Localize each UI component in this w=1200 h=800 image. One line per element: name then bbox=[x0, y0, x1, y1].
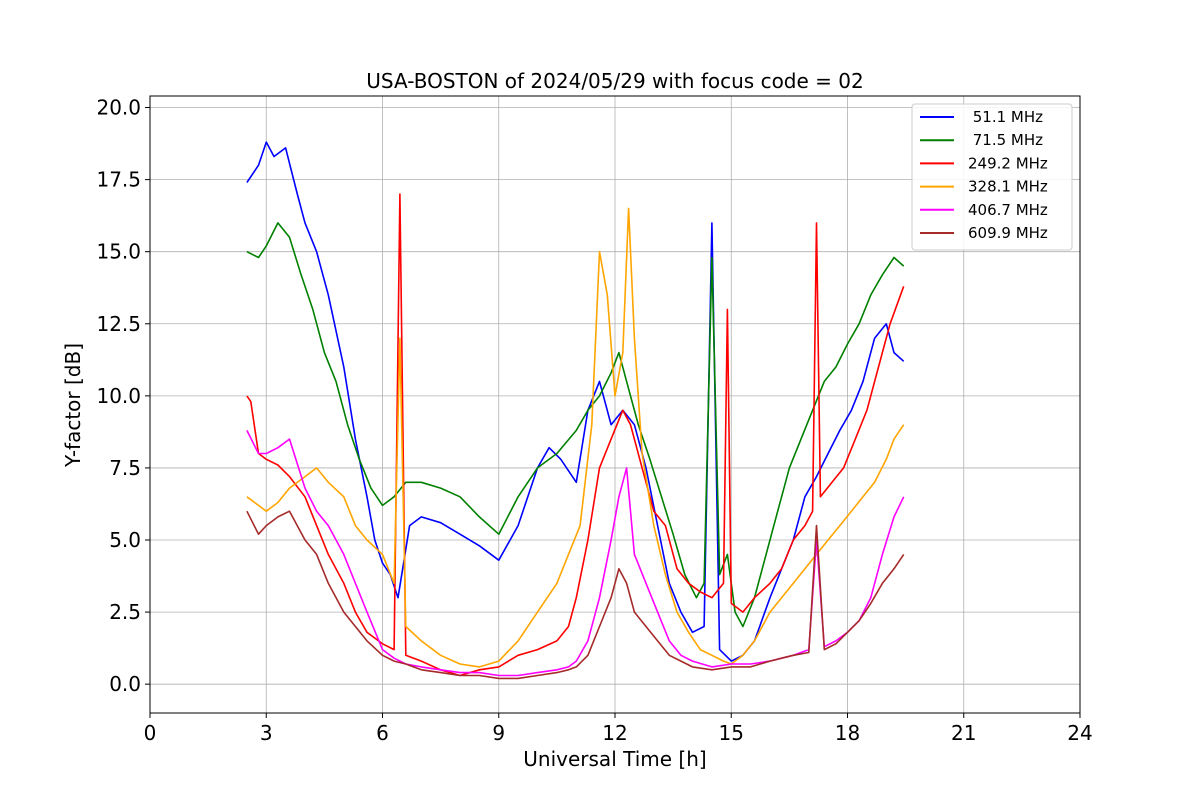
x-tick-label: 6 bbox=[376, 721, 389, 745]
series-line-328-1-mhz bbox=[246, 207, 905, 668]
y-tick-label: 15.0 bbox=[96, 240, 141, 264]
y-axis-label: Y-factor [dB] bbox=[61, 343, 85, 468]
x-axis-label: Universal Time [h] bbox=[523, 747, 706, 771]
legend-label: 71.5 MHz bbox=[968, 131, 1043, 149]
series-line-609-9-mhz bbox=[246, 510, 905, 680]
series-layer bbox=[246, 141, 905, 680]
series-line-249-2-mhz bbox=[246, 193, 905, 677]
legend-entry: 249.2 MHz bbox=[920, 154, 1048, 172]
y-tick-label: 7.5 bbox=[109, 456, 141, 480]
series-line-71-5-mhz bbox=[246, 222, 905, 628]
x-tick-label: 18 bbox=[835, 721, 860, 745]
legend-entry: 406.7 MHz bbox=[920, 201, 1048, 219]
x-tick-label: 9 bbox=[492, 721, 505, 745]
legend-entry: 328.1 MHz bbox=[920, 178, 1048, 196]
legend-entry: 609.9 MHz bbox=[920, 224, 1048, 242]
y-tick-label: 12.5 bbox=[96, 312, 141, 336]
x-tick-label: 24 bbox=[1067, 721, 1092, 745]
y-tick-label: 0.0 bbox=[109, 672, 141, 696]
x-tick-label: 21 bbox=[951, 721, 976, 745]
chart-title: USA-BOSTON of 2024/05/29 with focus code… bbox=[366, 69, 863, 93]
legend-label: 249.2 MHz bbox=[968, 154, 1048, 172]
ticks: 0 3 6 9 12 15 18 21 24 0.0 2.5 5.0 7.5 10.0 12.5 15.0 17… bbox=[96, 96, 1092, 745]
y-tick-label: 5.0 bbox=[109, 528, 141, 552]
x-tick-label: 15 bbox=[719, 721, 744, 745]
legend-entry: 71.5 MHz bbox=[920, 131, 1043, 149]
x-tick-label: 12 bbox=[602, 721, 627, 745]
legend: 51.1 MHz 71.5 MHz 249.2 MHz 328.1 MHz 406.7… bbox=[911, 103, 1073, 251]
y-tick-label: 17.5 bbox=[96, 168, 141, 192]
x-tick-label: 0 bbox=[144, 721, 157, 745]
y-tick-label: 2.5 bbox=[109, 600, 141, 624]
y-tick-label: 20.0 bbox=[96, 96, 141, 120]
legend-label: 51.1 MHz bbox=[968, 108, 1043, 126]
legend-label: 406.7 MHz bbox=[968, 201, 1048, 219]
legend-label: 609.9 MHz bbox=[968, 224, 1048, 242]
y-tick-label: 10.0 bbox=[96, 384, 141, 408]
x-tick-label: 3 bbox=[260, 721, 273, 745]
legend-entry: 51.1 MHz bbox=[920, 108, 1043, 126]
legend-label: 328.1 MHz bbox=[968, 178, 1048, 196]
